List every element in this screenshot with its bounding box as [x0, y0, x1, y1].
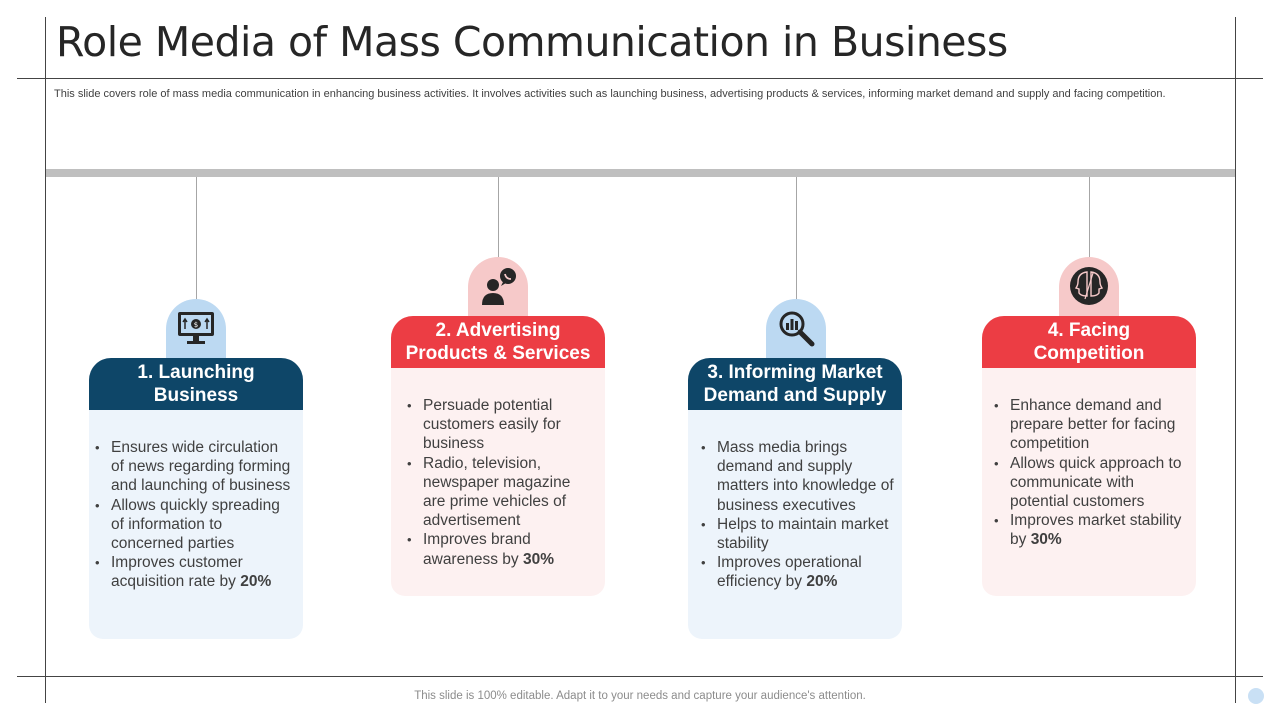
card-1-bullet-1: Ensures wide circulation of news regardi…	[91, 438, 295, 496]
card-3-bullet-1: Mass media brings demand and supply matt…	[697, 438, 898, 515]
frame-top-line	[17, 78, 1263, 79]
card-2-body: Persuade potential customers easily for …	[391, 368, 605, 596]
card-2-highlight: 30%	[522, 550, 554, 568]
card-2-bullet-3-text: Improves brand awareness by	[423, 531, 531, 568]
card-4-highlight: 30%	[1030, 531, 1062, 549]
hang-line-4	[1089, 177, 1090, 257]
card-2-icon-badge	[468, 257, 528, 317]
competing-heads-icon	[1068, 265, 1110, 312]
monitor-dollar-icon: $	[175, 307, 217, 354]
card-3-header: 3. Informing Market Demand and Supply	[688, 358, 902, 410]
frame-bottom-line	[17, 676, 1263, 677]
frame-left-line	[45, 17, 46, 703]
card-4-bullet-3: Improves market stability by 30%	[990, 511, 1188, 549]
card-4-body: Enhance demand and prepare better for fa…	[982, 368, 1196, 596]
corner-dot	[1248, 688, 1264, 704]
card-3-bullet-3-text: Improves operational efficiency by	[717, 554, 862, 591]
card-1-icon-badge: $	[166, 299, 226, 359]
card-2-bullet-2: Radio, television, newspaper magazine ar…	[403, 454, 595, 531]
card-1-bullet-3-text: Improves customer acquisition rate by	[111, 554, 243, 591]
footer-note: This slide is 100% editable. Adapt it to…	[414, 690, 866, 702]
card-3-title-line1: 3. Informing Market	[707, 362, 883, 383]
card-3-title-line2: Demand and Supply	[703, 385, 887, 406]
card-1-highlight: 20%	[240, 573, 272, 591]
card-2-bullet-1: Persuade potential customers easily for …	[403, 396, 595, 454]
card-3-icon-badge	[766, 299, 826, 359]
card-3-highlight: 20%	[806, 573, 838, 591]
card-2-bullet-3: Improves brand awareness by 30%	[403, 530, 595, 568]
card-1-title-line1: 1. Launching	[137, 362, 255, 383]
card-1-title-line2: Business	[153, 385, 239, 406]
card-4-bullet-2: Allows quick approach to communicate wit…	[990, 454, 1188, 512]
person-chat-icon	[477, 265, 519, 312]
card-2-title-line1: 2. Advertising	[435, 320, 561, 341]
card-4-title-line2: Competition	[1033, 343, 1145, 364]
card-4-header: 4. Facing Competition	[982, 316, 1196, 368]
frame-right-line	[1235, 17, 1236, 703]
card-3-bullet-2: Helps to maintain market stability	[697, 515, 898, 553]
card-1-bullet-3: Improves customer acquisition rate by 20…	[91, 553, 295, 591]
card-4-title-line1: 4. Facing	[1047, 320, 1131, 341]
card-3-body: Mass media brings demand and supply matt…	[688, 410, 902, 639]
card-4-icon-badge	[1059, 257, 1119, 317]
hang-line-2	[498, 177, 499, 257]
card-4-bullet-3-text: Improves market stability by	[1010, 512, 1182, 549]
page-subtitle: This slide covers role of mass media com…	[54, 88, 1166, 100]
card-2-header: 2. Advertising Products & Services	[391, 316, 605, 368]
hang-line-3	[796, 177, 797, 299]
card-4-bullet-1: Enhance demand and prepare better for fa…	[990, 396, 1188, 454]
hanging-bar	[46, 169, 1235, 177]
magnify-chart-icon	[775, 307, 817, 354]
card-2-title-line2: Products & Services	[405, 343, 591, 364]
hang-line-1	[196, 177, 197, 299]
card-1-header: 1. Launching Business	[89, 358, 303, 410]
card-3-bullet-3: Improves operational efficiency by 20%	[697, 553, 898, 591]
page-title: Role Media of Mass Communication in Busi…	[56, 18, 1008, 66]
card-1-bullet-2: Allows quickly spreading of information …	[91, 496, 295, 554]
svg-text:$: $	[194, 321, 198, 329]
card-1-body: Ensures wide circulation of news regardi…	[89, 410, 303, 639]
